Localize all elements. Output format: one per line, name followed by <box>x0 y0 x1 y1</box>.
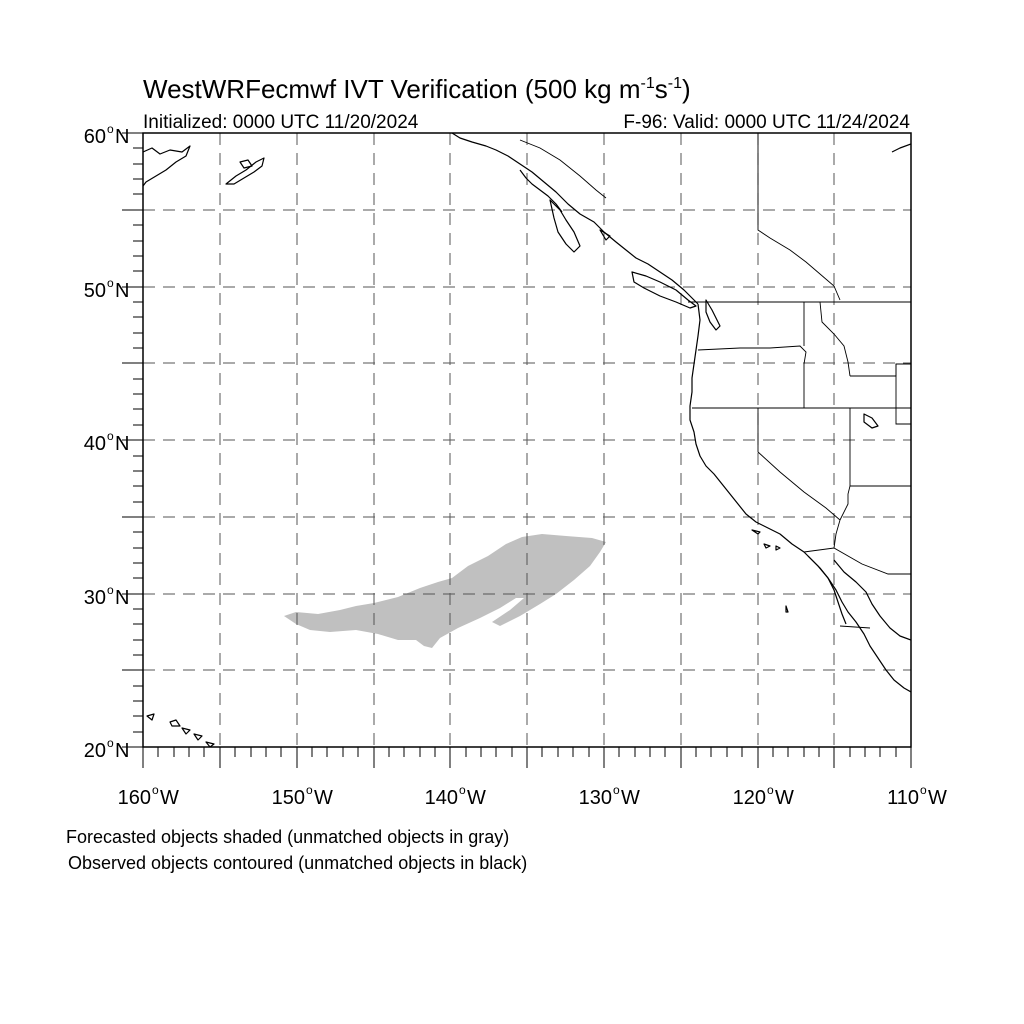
degree-symbol: o <box>767 783 774 797</box>
political-borders <box>519 133 911 629</box>
lat-label-40: 40 <box>84 433 106 455</box>
longitude-labels: 160 o W 150 o W 140 o W 130 o W 120 o W … <box>118 783 947 809</box>
figure-title: WestWRFecmwf IVT Verification (500 kg m-… <box>143 74 691 104</box>
lon-unit-120: W <box>775 787 794 809</box>
lon-unit-110: W <box>928 787 947 809</box>
lat-unit-40: N <box>115 433 129 455</box>
lon-unit-160: W <box>160 787 179 809</box>
lat-unit-50: N <box>115 280 129 302</box>
degree-symbol: o <box>107 276 114 290</box>
lon-unit-150: W <box>314 787 333 809</box>
lon-unit-140: W <box>467 787 486 809</box>
lat-label-60: 60 <box>84 126 106 148</box>
initialized-label: Initialized: 0000 UTC 11/20/2024 <box>143 112 419 133</box>
lon-label-110: 110 <box>887 787 919 809</box>
lat-unit-30: N <box>115 587 129 609</box>
latitude-labels: 60 o N 50 o N 40 o N 30 o N 20 o N <box>84 122 130 762</box>
forecast-object-shaded <box>284 534 606 648</box>
degree-symbol: o <box>306 783 313 797</box>
degree-symbol: o <box>613 783 620 797</box>
lon-unit-130: W <box>621 787 640 809</box>
degree-symbol: o <box>459 783 466 797</box>
lat-unit-20: N <box>115 740 129 762</box>
lon-label-160: 160 <box>118 787 151 809</box>
tick-marks <box>122 132 912 768</box>
degree-symbol: o <box>107 583 114 597</box>
lon-label-150: 150 <box>272 787 305 809</box>
degree-symbol: o <box>107 429 114 443</box>
lon-label-120: 120 <box>733 787 766 809</box>
lat-label-20: 20 <box>84 740 106 762</box>
lon-label-130: 130 <box>579 787 612 809</box>
legend-observed: Observed objects contoured (unmatched ob… <box>68 853 527 873</box>
lat-label-50: 50 <box>84 280 106 302</box>
lat-label-30: 30 <box>84 587 106 609</box>
degree-symbol: o <box>107 736 114 750</box>
map-area <box>143 133 911 747</box>
valid-time-label: F-96: Valid: 0000 UTC 11/24/2024 <box>623 112 910 133</box>
gridlines <box>143 133 911 747</box>
legend-forecast: Forecasted objects shaded (unmatched obj… <box>66 827 509 847</box>
degree-symbol: o <box>152 783 159 797</box>
lon-label-140: 140 <box>425 787 458 809</box>
degree-symbol: o <box>107 122 114 136</box>
lat-unit-60: N <box>115 126 129 148</box>
degree-symbol: o <box>920 783 927 797</box>
coastlines <box>143 133 911 747</box>
